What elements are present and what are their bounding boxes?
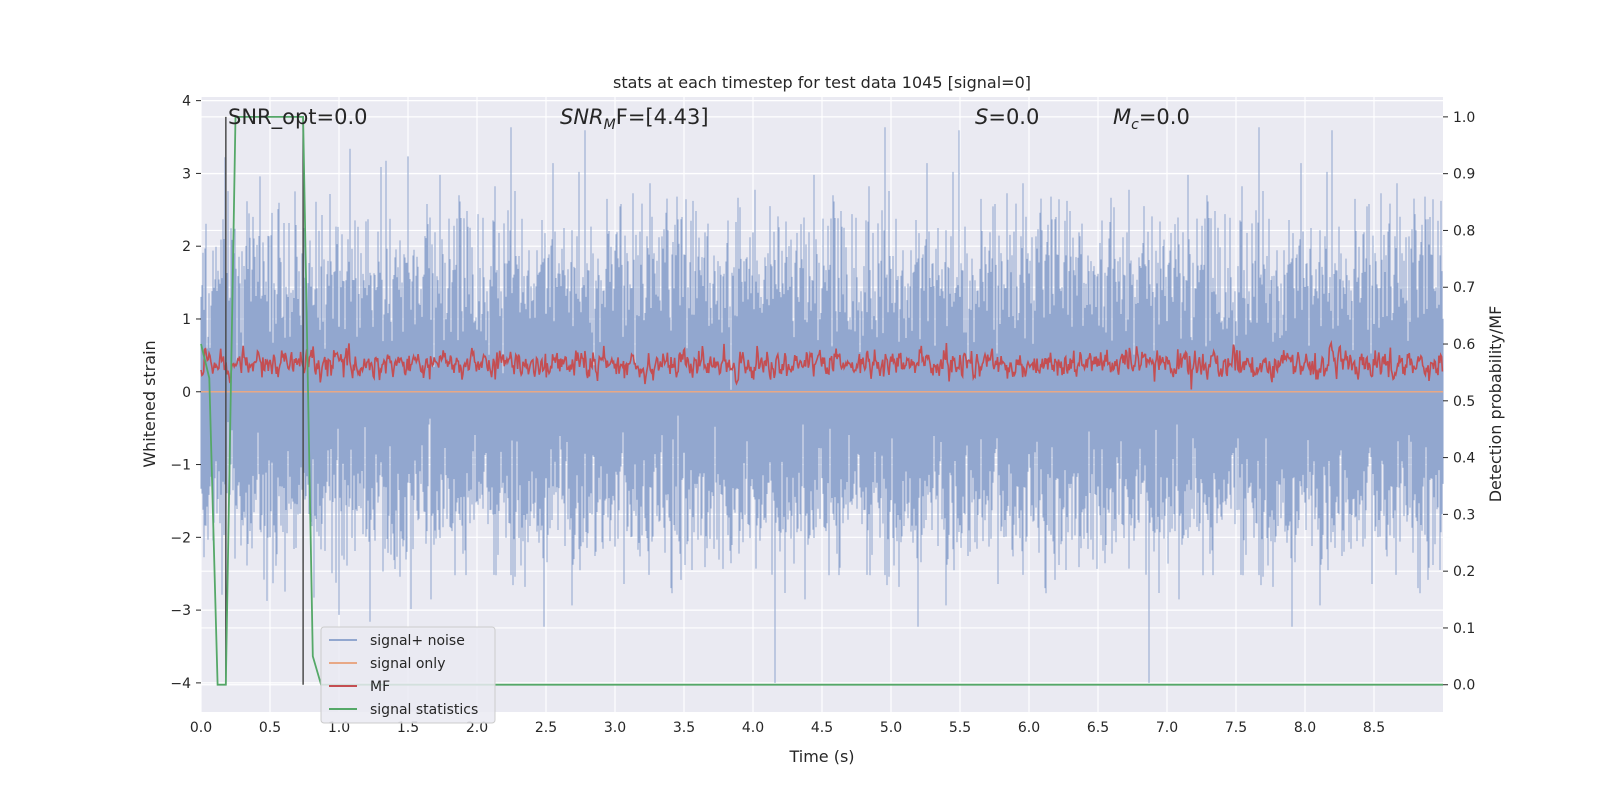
- y2-tick-label: 0.7: [1453, 280, 1475, 296]
- y-tick-label: 3: [182, 166, 191, 182]
- x-tick-label: 1.5: [397, 720, 419, 736]
- annotation-mc: Mc=0.0: [1113, 105, 1190, 133]
- y-tick-label: −1: [170, 458, 191, 474]
- y2-tick-label: 0.0: [1453, 678, 1475, 694]
- y-tick-label: 0: [182, 385, 191, 401]
- y-tick-label: 2: [182, 239, 191, 255]
- legend-label-mf: MF: [370, 679, 390, 695]
- y2-tick-label: 1.0: [1453, 110, 1475, 126]
- mc-main: M: [1113, 105, 1131, 129]
- legend-label-signal-noise: signal+ noise: [370, 633, 465, 649]
- y2-tick-label: 0.6: [1453, 337, 1475, 353]
- x-tick-label: 0.5: [259, 720, 281, 736]
- x-tick-label: 3.5: [673, 720, 695, 736]
- annotation-snr-opt: SNR_opt=0.0: [228, 105, 368, 130]
- x-tick-label: 2.0: [466, 720, 488, 736]
- y-tick-label: 4: [182, 94, 191, 110]
- legend-label-signal-only: signal only: [370, 656, 445, 672]
- x-axis-ticks: 0.0 0.5 1.0 1.5 2.0 2.5 3.0 3.5 4.0 4.5 5.0 5.5 6.0 6…: [190, 720, 1385, 736]
- mf-series: [200, 339, 1444, 390]
- mc-value: =0.0: [1139, 105, 1190, 129]
- annotation-s: S=0.0: [975, 105, 1039, 129]
- y-tick-label: −3: [170, 603, 191, 619]
- x-tick-label: 8.5: [1363, 720, 1385, 736]
- y-axis-label: Whitened strain: [140, 340, 159, 467]
- x-tick-label: 8.0: [1294, 720, 1316, 736]
- y-tick-label: 1: [182, 312, 191, 328]
- x-tick-label: 5.5: [949, 720, 971, 736]
- mf-line: [200, 339, 1444, 390]
- x-tick-label: 4.0: [742, 720, 764, 736]
- x-tick-label: 0.0: [190, 720, 212, 736]
- x-tick-label: 5.0: [880, 720, 902, 736]
- x-tick-label: 4.5: [811, 720, 833, 736]
- s-variable: S: [975, 105, 988, 129]
- y2-tick-label: 0.4: [1453, 451, 1475, 467]
- legend: signal+ noise signal only MF signal stat…: [320, 626, 496, 724]
- y2-tick-label: 0.9: [1453, 167, 1475, 183]
- snr-mf-subscript: M: [604, 117, 616, 133]
- s-value: =0.0: [988, 105, 1039, 129]
- x-tick-label: 6.5: [1087, 720, 1109, 736]
- y2-axis-ticks: 1.0 0.9 0.8 0.7 0.6 0.5 0.4 0.3 0.2 0.1 0.0: [1443, 110, 1475, 694]
- x-tick-label: 7.5: [1225, 720, 1247, 736]
- legend-box: [320, 626, 496, 724]
- y2-tick-label: 0.2: [1453, 564, 1475, 580]
- y2-axis-label: Detection probability/MF: [1486, 306, 1505, 503]
- y-axis-ticks: 4 3 2 1 0 −1 −2 −3 −4: [170, 94, 201, 692]
- marker-lines: [225, 116, 304, 685]
- mc-subscript: c: [1131, 117, 1139, 133]
- x-axis-label: Time (s): [788, 747, 854, 766]
- chart-title: stats at each timestep for test data 104…: [613, 73, 1031, 92]
- x-tick-label: 7.0: [1156, 720, 1178, 736]
- y2-tick-label: 0.1: [1453, 621, 1475, 637]
- x-tick-label: 6.0: [1018, 720, 1040, 736]
- x-tick-label: 2.5: [535, 720, 557, 736]
- y2-tick-label: 0.5: [1453, 394, 1475, 410]
- y-tick-label: −4: [170, 676, 191, 692]
- x-tick-label: 3.0: [604, 720, 626, 736]
- legend-label-signal-statistics: signal statistics: [370, 702, 478, 718]
- snr-mf-rest: F=[4.43]: [616, 105, 709, 129]
- y2-tick-label: 0.3: [1453, 507, 1475, 523]
- y-tick-label: −2: [170, 530, 191, 546]
- snr-mf-main: SNR: [560, 105, 604, 129]
- x-tick-label: 1.0: [328, 720, 350, 736]
- y2-tick-label: 0.8: [1453, 223, 1475, 239]
- annotation-snr-mf: SNRMF=[4.43]: [560, 105, 709, 133]
